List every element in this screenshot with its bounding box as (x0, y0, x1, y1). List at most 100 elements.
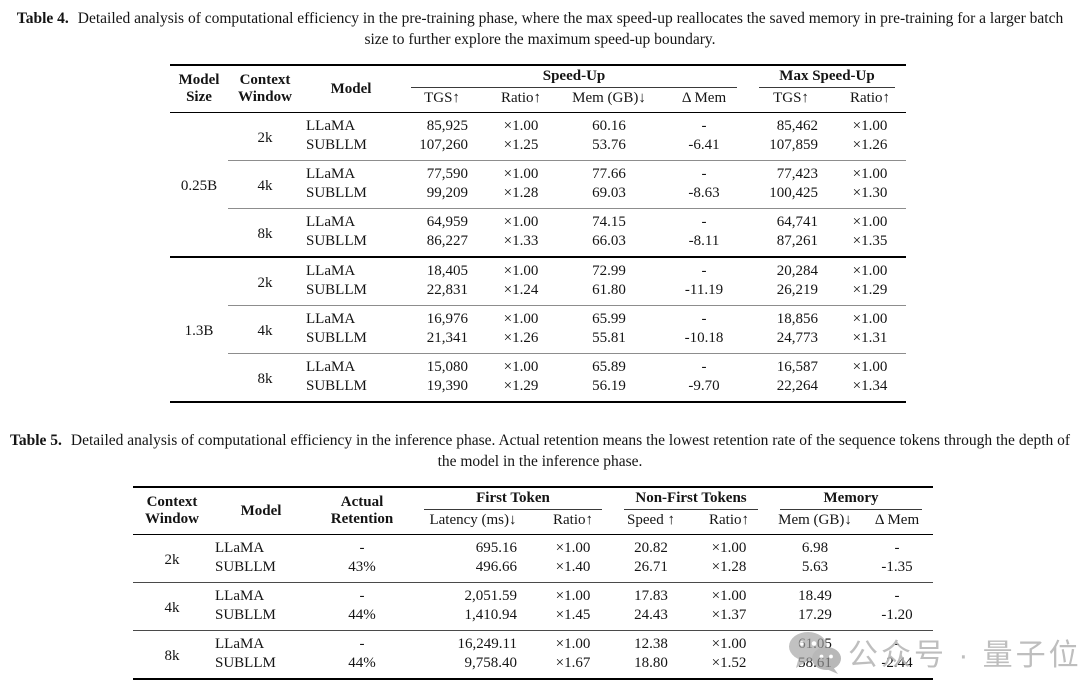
table-cell: ×1.00 (484, 256, 558, 281)
table-cell: ×1.00 (533, 582, 613, 606)
table-cell: ×1.30 (852, 185, 888, 201)
table-cell: SUBLLM (215, 607, 276, 623)
table-cell: 77,590 (400, 160, 484, 184)
col-header-context-window: Context Window (133, 487, 211, 535)
table-cell: - (894, 540, 900, 556)
table-cell: SUBLLM (215, 559, 276, 575)
subheader-ratio-first: Ratio↑ (533, 510, 613, 535)
table-cell: SUBLLM (215, 655, 276, 671)
table-cell: SUBLLM (306, 282, 367, 298)
table-cell: ×1.00 (689, 630, 769, 654)
col-header-non-first-tokens: Non-First Tokens (613, 487, 769, 510)
table-row: SUBLLM 21,341 ×1.26 55.81 -10.18 24,773 ×1.31 (170, 329, 906, 354)
table-cell: ×1.29 (852, 282, 888, 298)
table-cell: 44% (348, 655, 376, 671)
table-cell: 18,856 (748, 305, 834, 329)
context-window-cell: 4k (228, 305, 302, 354)
table5-caption-text: Detailed analysis of computational effic… (70, 432, 1071, 470)
table-cell: ×1.29 (503, 378, 539, 394)
table-cell: 66.03 (592, 233, 626, 249)
table-cell: 85,462 (776, 118, 818, 134)
table-row: SUBLLM 22,831 ×1.24 61.80 -11.19 26,219 ×1.29 (170, 281, 906, 306)
table4: Model Size Context Window Model Speed-Up… (170, 64, 906, 403)
context-window-cell: 4k (133, 582, 211, 631)
table-cell: 43% (348, 559, 376, 575)
table-cell: LLaMA (306, 118, 356, 134)
table-row: 8k LLaMA 15,080 ×1.00 65.89-16,587 ×1.00 (170, 353, 906, 402)
table-cell: 86,227 (426, 233, 468, 249)
table-cell: 20.82 (634, 540, 668, 556)
table-cell: - (660, 305, 748, 329)
table-row: 8k LLaMA -16,249.11 ×1.00 12.38 ×1.00 61.05- (133, 630, 933, 679)
table-cell: ×1.00 (834, 160, 906, 184)
table-cell: 6.98 (801, 540, 829, 556)
subheader-ratio-nonfirst: Ratio↑ (689, 510, 769, 535)
table-cell: - (311, 630, 413, 654)
table-cell: 12.38 (613, 630, 689, 654)
table-cell: -8.63 (688, 185, 720, 201)
table-cell: - (660, 353, 748, 377)
table-cell: 65.99 (558, 305, 660, 329)
table-row: 2k LLaMA - 695.16 ×1.00 20.82 ×1.00 6.98 - (133, 535, 933, 568)
table-cell: 44% (348, 607, 376, 623)
table-cell: 100,425 (769, 185, 818, 201)
model-size-cell: 0.25B (180, 178, 218, 194)
table-cell: 17.83 (613, 582, 689, 606)
table-cell: - (861, 630, 933, 654)
table-cell: ×1.00 (852, 118, 888, 134)
max-speed-up-label: Max Speed-Up (779, 68, 875, 84)
table-cell: 107,260 (419, 137, 468, 153)
table-cell: 53.76 (592, 137, 626, 153)
table-cell: -1.35 (881, 559, 913, 575)
table-cell: - (311, 582, 413, 606)
table-cell: - (861, 582, 933, 606)
col-header-max-speed-up: Max Speed-Up (748, 65, 906, 88)
table-cell: ×1.00 (834, 305, 906, 329)
table-cell: 55.81 (592, 330, 626, 346)
table-cell: 20,284 (748, 256, 834, 281)
context-window-cell: 4k (228, 160, 302, 209)
table-cell: ×1.00 (711, 540, 747, 556)
table-row: SUBLLM 107,260 ×1.25 53.76 -6.41 107,859 ×1.26 (170, 136, 906, 161)
table-row: SUBLLM 43% 496.66 ×1.40 26.71 ×1.28 5.63 -1.35 (133, 558, 933, 583)
table-cell: LLaMA (211, 630, 311, 654)
table-row: 1.3B 2k LLaMA 18,405 ×1.00 72.99-20,284 ×1.00 (170, 256, 906, 402)
table-cell: 87,261 (776, 233, 818, 249)
table-cell: ×1.00 (689, 582, 769, 606)
table-cell: 24,773 (776, 330, 818, 346)
table-row: SUBLLM 99,209 ×1.28 69.03 -8.63 100,425 ×1.30 (170, 184, 906, 209)
table-cell: 1,410.94 (464, 607, 518, 623)
table-row: 4k LLaMA 77,590 ×1.00 77.66-77,423 ×1.00 (170, 160, 906, 209)
table-cell: 22,831 (426, 282, 468, 298)
table4-caption: Table 4. Detailed analysis of computation… (8, 8, 1072, 50)
table-cell: LLaMA (302, 256, 400, 281)
table-cell: ×1.00 (484, 208, 558, 232)
speed-up-label: Speed-Up (542, 68, 606, 84)
table-row: 4k LLaMA 16,976 ×1.00 65.99-18,856 ×1.00 (170, 305, 906, 354)
table-cell: 15,080 (400, 353, 484, 377)
context-window-cell: 8k (228, 353, 302, 402)
table-cell: 85,925 (426, 118, 468, 134)
table-cell: 5.63 (801, 559, 829, 575)
col-header-speed-up: Speed-Up (400, 65, 748, 88)
table-cell: -10.18 (684, 330, 724, 346)
table-cell: LLaMA (302, 160, 400, 184)
table-cell: -1.20 (881, 607, 913, 623)
table-cell: 61.80 (592, 282, 626, 298)
subheader-max-ratio: Ratio↑ (834, 88, 906, 113)
subheader-tgs: TGS↑ (400, 88, 484, 113)
subheader-ratio: Ratio↑ (484, 88, 558, 113)
col-header-context-window: Context Window (228, 65, 302, 113)
table-cell: LLaMA (302, 305, 400, 329)
table-cell: 695.16 (475, 540, 517, 556)
table-cell: 64,959 (400, 208, 484, 232)
table4-caption-label: Table 4. (16, 10, 69, 27)
table-cell: ×1.37 (711, 607, 747, 623)
table-cell: 19,390 (426, 378, 468, 394)
table-cell: 24.43 (634, 607, 668, 623)
table-row: 4k LLaMA -2,051.59 ×1.00 17.83 ×1.00 18.49- (133, 582, 933, 631)
table-cell: 16,976 (400, 305, 484, 329)
table-cell: 18.49 (769, 582, 861, 606)
subheader-delta-mem: Δ Mem (660, 88, 748, 113)
